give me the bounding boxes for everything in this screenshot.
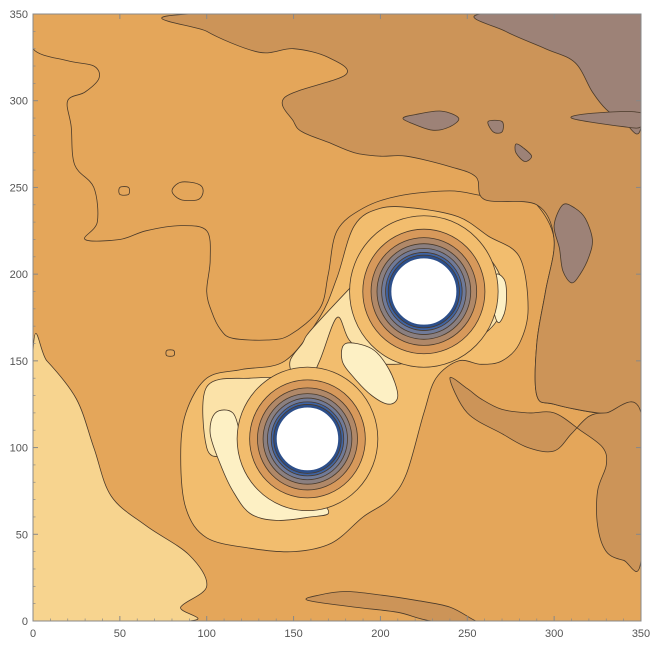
x-tick-label: 100 xyxy=(198,628,216,640)
contour-region-6 xyxy=(570,111,641,129)
y-tick-label: 350 xyxy=(10,9,28,21)
contour-region-9 xyxy=(487,119,504,134)
x-tick-label: 300 xyxy=(545,628,563,640)
y-tick-label: 250 xyxy=(10,182,28,194)
x-tick-label: 200 xyxy=(371,628,389,640)
contour-region-18 xyxy=(171,181,204,202)
y-tick-label: 150 xyxy=(10,356,28,368)
x-tick-label: 250 xyxy=(458,628,476,640)
y-tick-label: 100 xyxy=(10,443,28,455)
y-axis: 0 50 100 150 200 250 300 350 xyxy=(10,9,641,628)
y-tick-label: 200 xyxy=(10,269,28,281)
singularity-0-hole xyxy=(275,406,340,472)
y-tick-label: 50 xyxy=(16,529,28,541)
contour-region-4 xyxy=(305,591,488,621)
contour-region-7 xyxy=(553,203,593,284)
y-tick-label: 300 xyxy=(10,96,28,108)
x-tick-label: 0 xyxy=(30,628,36,640)
contour-region-15 xyxy=(341,342,399,405)
contour-region-3 xyxy=(449,376,641,572)
contour-region-19 xyxy=(118,186,131,196)
x-tick-label: 50 xyxy=(114,628,126,640)
plot-frame xyxy=(32,13,642,622)
singularity-rings xyxy=(236,215,499,512)
singularity-1-hole xyxy=(390,257,458,326)
contour-region-8 xyxy=(402,110,460,131)
contour-region-5 xyxy=(473,14,641,135)
contour-region-0 xyxy=(33,333,208,621)
contour-region-10 xyxy=(514,143,532,162)
x-tick-label: 150 xyxy=(284,628,302,640)
x-axis: 0 50 100 150 200 250 300 350 xyxy=(30,14,650,640)
x-tick-label: 350 xyxy=(632,628,650,640)
y-tick-label: 0 xyxy=(22,616,28,628)
contour-region-20 xyxy=(165,349,175,357)
